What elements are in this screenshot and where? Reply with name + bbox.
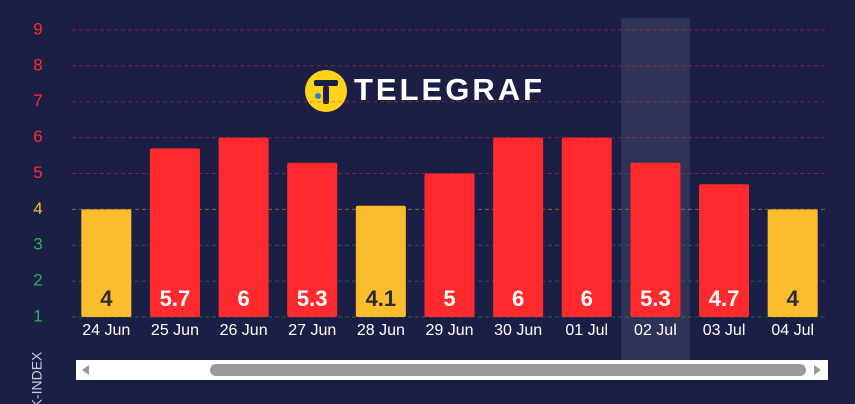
x-tick-label: 01 Jul xyxy=(565,322,608,339)
bar xyxy=(81,209,132,317)
bar xyxy=(287,162,338,317)
x-tick-label: 24 Jun xyxy=(82,322,130,339)
x-tick-label: 27 Jun xyxy=(288,322,336,339)
bar xyxy=(561,137,612,317)
data-label: 5 xyxy=(443,286,455,311)
y-tick-label: 8 xyxy=(33,55,42,74)
data-label: 4 xyxy=(100,286,113,311)
x-tick-label: 25 Jun xyxy=(151,322,199,339)
data-label: 4 xyxy=(787,286,800,311)
data-label: 4.1 xyxy=(366,286,397,311)
bar xyxy=(424,173,475,317)
data-label: 5.3 xyxy=(297,286,328,311)
x-tick-label: 02 Jul xyxy=(634,322,677,339)
data-label: 6 xyxy=(581,286,593,311)
bar xyxy=(355,205,406,317)
bar xyxy=(493,137,544,317)
watermark: TELEGRAF xyxy=(354,72,545,107)
x-tick-label: 04 Jul xyxy=(771,322,814,339)
y-tick-label: 6 xyxy=(33,127,42,146)
bar xyxy=(767,209,818,317)
x-tick-label: 29 Jun xyxy=(425,322,473,339)
bar xyxy=(630,162,681,317)
y-tick-label: 9 xyxy=(33,19,42,38)
data-label: 5.7 xyxy=(160,286,191,311)
y-tick-label: 5 xyxy=(33,163,42,182)
bar xyxy=(699,184,750,317)
y-tick-label: 7 xyxy=(33,91,42,110)
data-label: 6 xyxy=(237,286,249,311)
y-axis-label: K-INDEX xyxy=(29,351,45,404)
data-label: 4.7 xyxy=(709,286,740,311)
x-tick-label: 30 Jun xyxy=(494,322,542,339)
y-tick-label: 2 xyxy=(33,271,42,290)
y-tick-label: 1 xyxy=(33,306,42,325)
y-tick-label: 4 xyxy=(33,199,42,218)
data-label: 5.3 xyxy=(640,286,671,311)
bar xyxy=(149,148,200,317)
data-label: 6 xyxy=(512,286,524,311)
x-tick-label: 26 Jun xyxy=(220,322,268,339)
y-tick-label: 3 xyxy=(33,235,42,254)
logo xyxy=(305,70,347,112)
bar xyxy=(218,137,269,317)
scrollbar[interactable] xyxy=(76,360,828,380)
x-tick-label: 28 Jun xyxy=(357,322,405,339)
x-tick-label: 03 Jul xyxy=(703,322,746,339)
